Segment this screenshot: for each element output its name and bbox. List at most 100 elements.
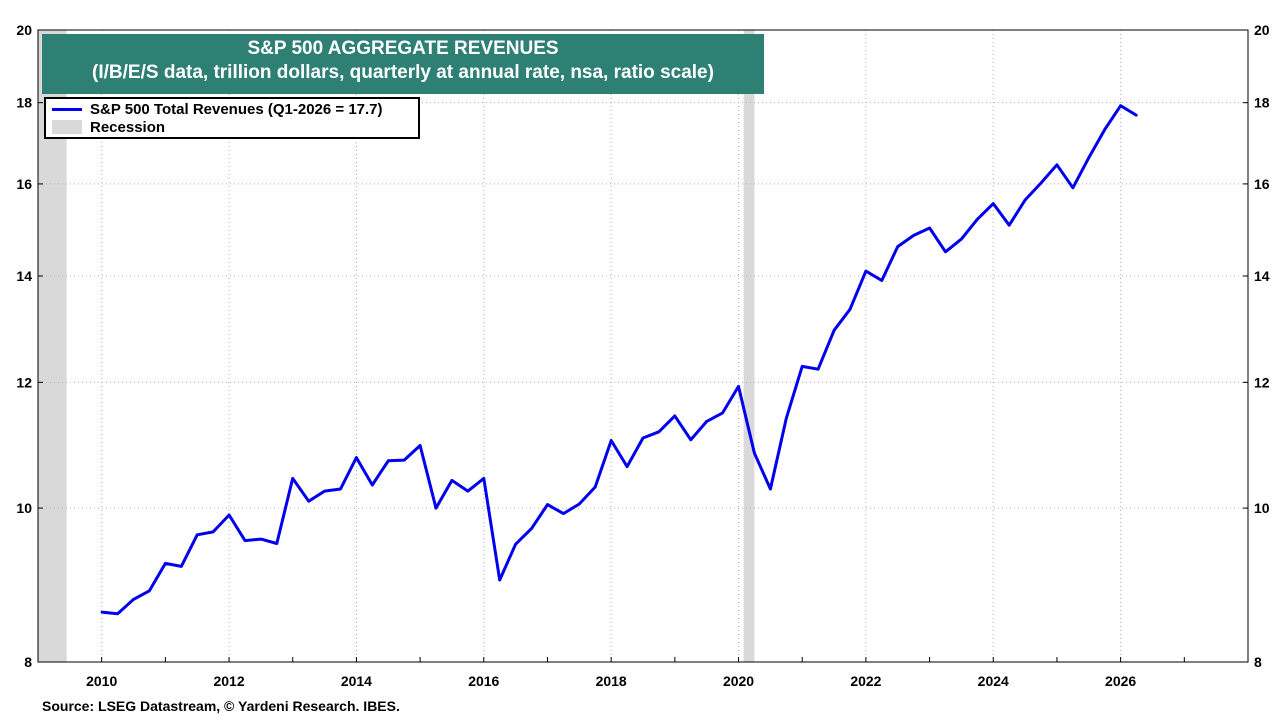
chart-subtitle: (I/B/E/S data, trillion dollars, quarter…: [92, 62, 714, 83]
chart-title-box: S&P 500 AGGREGATE REVENUES (I/B/E/S data…: [42, 34, 764, 94]
x-tick-label-2026: 2026: [1105, 673, 1136, 689]
legend-item-recession: Recession: [52, 118, 418, 136]
y-tick-label-right-10: 10: [1254, 500, 1270, 516]
data-point-0-61: [1071, 186, 1075, 190]
data-point-0-35: [657, 430, 661, 433]
grid: [38, 29, 1248, 663]
data-point-0-38: [705, 420, 708, 423]
series-line-0: [101, 104, 1138, 616]
y-tick-label-right-8: 8: [1254, 654, 1262, 670]
data-point-0-46: [832, 329, 836, 332]
y-tick-label-left-10: 10: [16, 500, 32, 516]
legend: S&P 500 Total Revenues (Q1-2026 = 17.7) …: [44, 97, 420, 139]
data-point-0-36: [673, 414, 677, 418]
data-point-0-40: [737, 385, 740, 388]
data-point-0-18: [387, 459, 390, 462]
data-point-0-4: [164, 562, 167, 565]
y-tick-label-left-8: 8: [24, 654, 32, 670]
data-point-0-17: [371, 483, 374, 487]
data-point-0-29: [562, 512, 565, 515]
data-point-0-7: [211, 530, 215, 534]
y-tick-label-right-18: 18: [1254, 95, 1270, 111]
x-tick-label-2016: 2016: [468, 673, 499, 689]
data-point-0-34: [641, 436, 645, 440]
data-point-0-43: [785, 417, 788, 420]
data-point-0-39: [721, 411, 724, 415]
y-tick-label-right-14: 14: [1254, 268, 1270, 284]
y-tick-label-left-14: 14: [16, 268, 32, 284]
data-point-0-2: [132, 598, 135, 601]
x-tick-label-2010: 2010: [86, 673, 117, 689]
legend-item-revenues: S&P 500 Total Revenues (Q1-2026 = 17.7): [52, 100, 418, 118]
recession-band-1: [743, 30, 755, 662]
data-point-0-11: [275, 542, 279, 545]
data-point-0-25: [498, 578, 501, 582]
data-point-0-10: [259, 537, 263, 541]
data-point-0-16: [355, 456, 358, 459]
data-point-0-47: [848, 308, 852, 311]
plot-frame: [37, 29, 1249, 663]
data-point-0-48: [864, 269, 868, 273]
data-point-0-45: [816, 368, 820, 371]
data-point-0-37: [689, 438, 692, 442]
data-point-0-15: [339, 487, 342, 491]
data-point-0-5: [180, 565, 183, 568]
data-point-0-30: [578, 502, 581, 506]
data-point-0-60: [1055, 163, 1059, 166]
data-point-0-1: [116, 612, 119, 615]
data-point-0-59: [1039, 181, 1043, 185]
data-point-0-27: [530, 527, 533, 530]
data-point-0-49: [880, 279, 884, 282]
source-note: Source: LSEG Datastream, © Yardeni Resea…: [42, 698, 400, 714]
data-point-0-63: [1103, 128, 1106, 131]
data-point-0-56: [992, 202, 995, 205]
y-tick-label-right-16: 16: [1254, 176, 1270, 192]
data-point-0-65: [1135, 114, 1138, 117]
data-point-0-26: [514, 542, 517, 546]
data-point-0-23: [466, 489, 470, 493]
legend-label-recession: Recession: [90, 118, 166, 136]
x-tick-label-2018: 2018: [596, 673, 627, 689]
data-point-0-51: [912, 234, 915, 237]
data-point-0-33: [625, 465, 629, 468]
x-tick-label-2022: 2022: [850, 673, 881, 689]
data-point-0-9: [243, 539, 247, 542]
data-point-0-52: [928, 226, 931, 230]
x-tick-label-2020: 2020: [723, 673, 754, 689]
y-tick-label-left-16: 16: [16, 176, 32, 192]
data-point-0-8: [227, 513, 231, 517]
legend-line-swatch: [52, 107, 82, 111]
data-point-0-3: [148, 589, 151, 592]
data-point-0-20: [418, 444, 422, 447]
data-point-0-12: [291, 477, 294, 480]
data-point-0-19: [402, 458, 406, 462]
y-tick-label-left-18: 18: [16, 95, 32, 111]
data-point-0-50: [896, 245, 899, 248]
series-layer: [100, 104, 1138, 616]
data-point-0-28: [546, 503, 549, 506]
x-tick-label-2024: 2024: [978, 673, 1009, 689]
data-point-0-53: [944, 250, 947, 254]
data-point-0-14: [323, 489, 326, 493]
data-point-0-62: [1087, 156, 1090, 159]
y-tick-label-right-20: 20: [1254, 22, 1270, 38]
data-point-0-64: [1119, 104, 1122, 107]
chart-title: S&P 500 AGGREGATE REVENUES: [247, 38, 559, 59]
data-point-0-31: [594, 485, 597, 489]
data-point-0-24: [482, 477, 485, 480]
y-tick-label-right-12: 12: [1254, 374, 1270, 390]
data-point-0-58: [1023, 198, 1027, 202]
data-point-0-41: [753, 451, 756, 455]
data-point-0-22: [450, 479, 454, 482]
legend-label-revenues: S&P 500 Total Revenues (Q1-2026 = 17.7): [90, 100, 383, 118]
data-point-0-32: [609, 439, 613, 442]
data-point-0-21: [434, 506, 438, 510]
x-tick-label-2014: 2014: [341, 673, 372, 689]
data-point-0-44: [801, 365, 804, 368]
data-point-0-42: [769, 487, 772, 491]
data-point-0-54: [960, 237, 963, 241]
data-point-0-0: [100, 610, 103, 614]
data-point-0-57: [1007, 224, 1011, 227]
data-point-0-55: [976, 218, 979, 221]
